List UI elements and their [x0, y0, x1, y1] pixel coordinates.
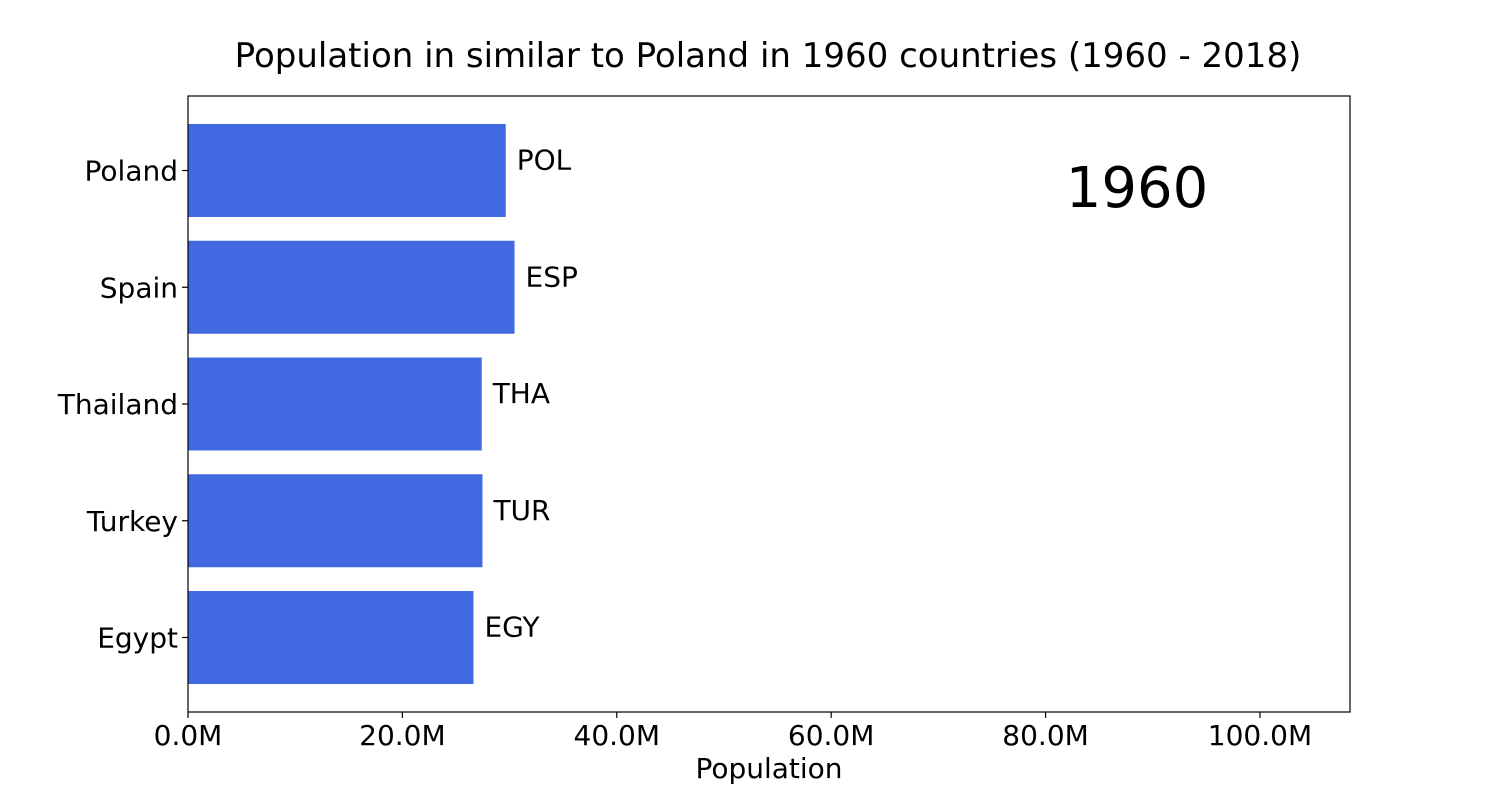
bar-label-tur: TUR	[492, 494, 550, 527]
y-tick-label-poland: Poland	[85, 155, 178, 188]
chart-title: Population in similar to Poland in 1960 …	[235, 36, 1302, 76]
bar-label-tha: THA	[492, 377, 550, 410]
year-label: 1960	[1066, 156, 1209, 221]
bar-thailand	[188, 357, 482, 451]
x-tick-label: 20.0M	[359, 719, 446, 752]
x-axis-title: Population	[695, 752, 842, 785]
bar-label-pol: POL	[517, 144, 572, 177]
y-tick-label-turkey: Turkey	[86, 505, 178, 538]
x-axis: 0.0M 20.0M 40.0M 60.0M 80.0M 100.0M	[154, 712, 1312, 752]
y-tick-label-spain: Spain	[100, 271, 178, 304]
y-tick-label-egypt: Egypt	[97, 622, 178, 655]
bar-label-esp: ESP	[526, 260, 578, 293]
bar-labels-layer: POL ESP THA TUR EGY	[484, 144, 577, 644]
bar-turkey	[188, 474, 483, 568]
x-tick-label: 0.0M	[154, 719, 223, 752]
bar-poland	[188, 124, 506, 217]
x-tick-label: 80.0M	[1002, 719, 1089, 752]
y-tick-label-thailand: Thailand	[57, 388, 178, 421]
bar-egypt	[188, 591, 474, 684]
bars-layer	[188, 124, 515, 684]
bar-label-egy: EGY	[484, 611, 540, 644]
y-axis: Poland Spain Thailand Turkey Egypt	[57, 155, 188, 655]
x-tick-label: 40.0M	[574, 719, 661, 752]
x-tick-label: 100.0M	[1208, 719, 1312, 752]
bar-spain	[188, 240, 515, 334]
x-tick-label: 60.0M	[788, 719, 875, 752]
